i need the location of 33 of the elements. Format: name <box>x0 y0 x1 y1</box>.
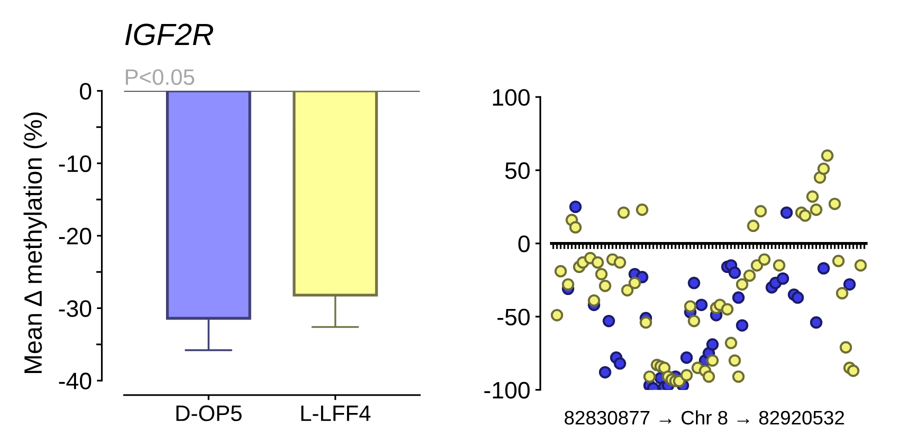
point <box>688 276 700 290</box>
point <box>792 291 804 304</box>
y-tick-label: -50 <box>498 308 530 326</box>
chart-title: IGF2R <box>125 24 214 46</box>
point <box>598 366 612 378</box>
x-tick-label: L-LFF4 <box>301 406 370 421</box>
point <box>732 291 745 304</box>
point <box>695 298 708 312</box>
y-axis-title: Mean Δ methylation (%) <box>24 112 47 373</box>
y-tick-label: -40 <box>59 372 92 390</box>
x-axis-title: 82830877 → Chr 8 → 82920532 <box>564 410 844 425</box>
chart-subtitle: P<0.05 <box>126 69 194 85</box>
point <box>736 319 748 332</box>
x-tick-label: D-OP5 <box>176 405 242 422</box>
y-tick-label: -100 <box>484 382 530 399</box>
point <box>817 262 830 275</box>
y-tick-label: 0 <box>518 235 530 252</box>
y-tick-label: -10 <box>59 155 92 172</box>
point <box>728 266 741 279</box>
point <box>810 316 822 329</box>
y-tick-label: 0 <box>80 82 92 100</box>
point <box>776 272 790 285</box>
point <box>706 338 719 351</box>
point <box>843 278 856 291</box>
y-tick-label: -20 <box>59 228 92 245</box>
y-tick-label: -30 <box>59 300 92 317</box>
point <box>780 206 793 219</box>
point <box>680 351 693 364</box>
y-tick-label: 100 <box>492 89 530 106</box>
point <box>614 357 626 370</box>
y-tick-label: 50 <box>505 162 530 180</box>
point <box>569 200 582 214</box>
point <box>602 314 616 328</box>
